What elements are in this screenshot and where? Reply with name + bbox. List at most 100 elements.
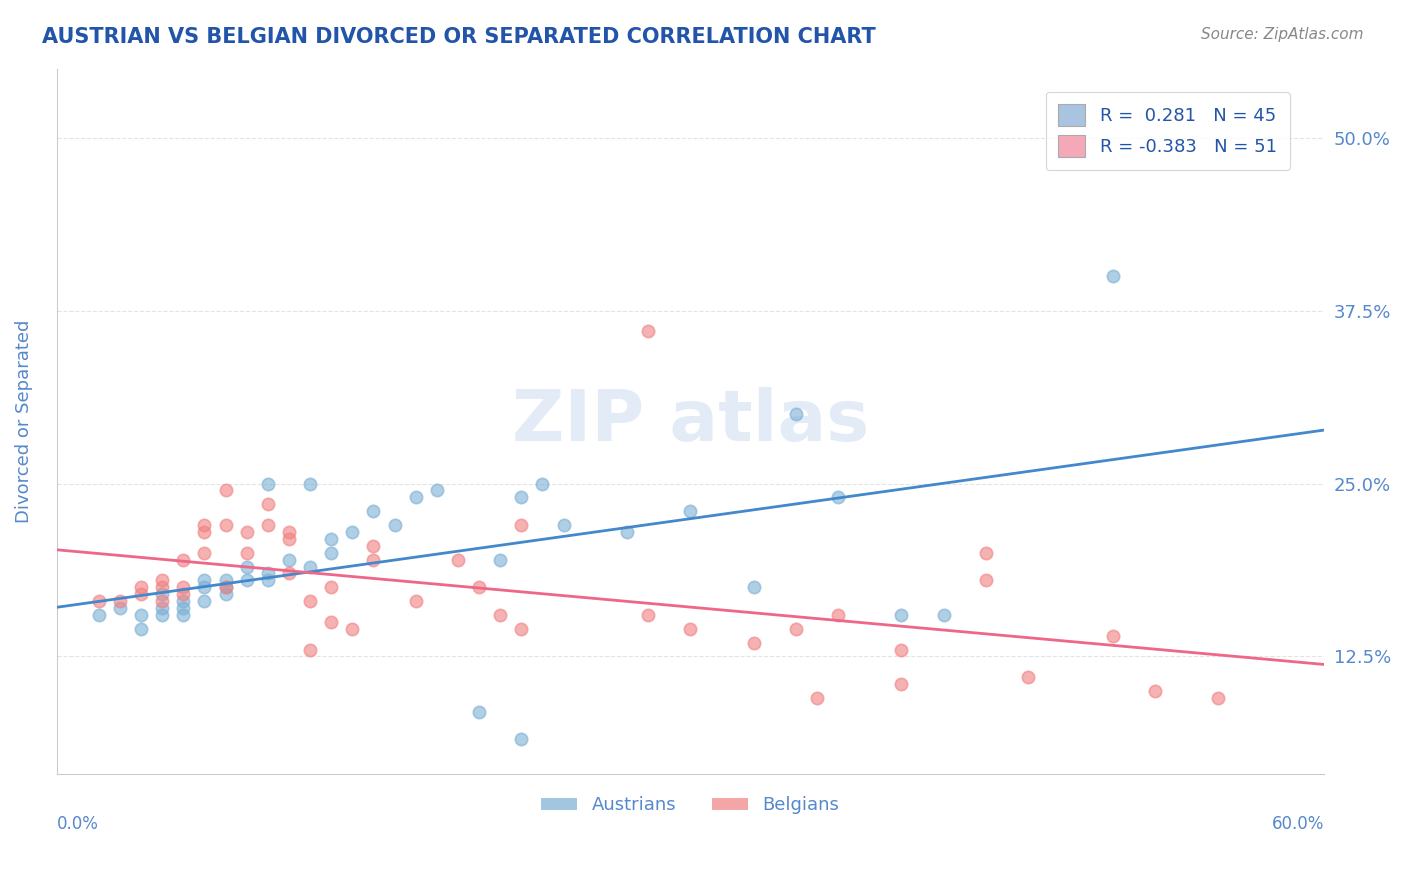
Point <box>510 622 533 636</box>
Point <box>150 594 173 608</box>
Text: AUSTRIAN VS BELGIAN DIVORCED OR SEPARATED CORRELATION CHART: AUSTRIAN VS BELGIAN DIVORCED OR SEPARATE… <box>42 27 876 46</box>
Point <box>553 518 575 533</box>
Point <box>489 607 512 622</box>
Point <box>342 524 364 539</box>
Point <box>616 524 638 539</box>
Point <box>363 504 385 518</box>
Point <box>193 574 215 588</box>
Text: 0.0%: 0.0% <box>56 815 98 833</box>
Point <box>193 594 215 608</box>
Point <box>172 601 194 615</box>
Point <box>87 594 110 608</box>
Point <box>235 546 257 560</box>
Point <box>214 574 236 588</box>
Point <box>321 546 343 560</box>
Point <box>150 587 173 601</box>
Point <box>321 615 343 629</box>
Point <box>214 580 236 594</box>
Point <box>214 483 236 498</box>
Point <box>299 594 322 608</box>
Point <box>510 491 533 505</box>
Point <box>150 580 173 594</box>
Point <box>129 587 152 601</box>
Point <box>256 518 278 533</box>
Point <box>108 594 131 608</box>
Point <box>278 566 301 581</box>
Point <box>932 607 955 622</box>
Point <box>256 497 278 511</box>
Point <box>890 677 912 691</box>
Point <box>974 574 997 588</box>
Text: 60.0%: 60.0% <box>1271 815 1324 833</box>
Point <box>150 607 173 622</box>
Point <box>510 518 533 533</box>
Point <box>150 601 173 615</box>
Point <box>531 476 554 491</box>
Point <box>321 532 343 546</box>
Point <box>742 580 765 594</box>
Point <box>172 607 194 622</box>
Point <box>299 476 322 491</box>
Point <box>342 622 364 636</box>
Point <box>1101 268 1123 283</box>
Point <box>679 504 702 518</box>
Point <box>447 552 470 566</box>
Point <box>468 580 491 594</box>
Point <box>1143 684 1166 698</box>
Point <box>193 518 215 533</box>
Point <box>278 524 301 539</box>
Y-axis label: Divorced or Separated: Divorced or Separated <box>15 319 32 523</box>
Point <box>193 580 215 594</box>
Point <box>679 622 702 636</box>
Point <box>405 491 427 505</box>
Point <box>637 324 659 338</box>
Point <box>890 642 912 657</box>
Point <box>890 607 912 622</box>
Point <box>321 580 343 594</box>
Point <box>974 546 997 560</box>
Point <box>510 732 533 747</box>
Point <box>256 574 278 588</box>
Point <box>150 574 173 588</box>
Point <box>363 539 385 553</box>
Point <box>637 607 659 622</box>
Point <box>806 690 828 705</box>
Point <box>1101 629 1123 643</box>
Point <box>742 635 765 649</box>
Text: ZIP atlas: ZIP atlas <box>512 387 869 456</box>
Point <box>1206 690 1229 705</box>
Point <box>827 491 849 505</box>
Point <box>426 483 449 498</box>
Point <box>785 408 807 422</box>
Point <box>214 587 236 601</box>
Point <box>489 552 512 566</box>
Point <box>235 574 257 588</box>
Point <box>299 642 322 657</box>
Point <box>785 622 807 636</box>
Point <box>214 518 236 533</box>
Point <box>193 524 215 539</box>
Point <box>1017 670 1039 684</box>
Point <box>193 546 215 560</box>
Point <box>172 594 194 608</box>
Point <box>468 705 491 719</box>
Point <box>827 607 849 622</box>
Text: Source: ZipAtlas.com: Source: ZipAtlas.com <box>1201 27 1364 42</box>
Legend: R =  0.281   N = 45, R = -0.383   N = 51: R = 0.281 N = 45, R = -0.383 N = 51 <box>1046 92 1289 170</box>
Point <box>214 580 236 594</box>
Point <box>235 559 257 574</box>
Point <box>405 594 427 608</box>
Point <box>129 580 152 594</box>
Point <box>108 601 131 615</box>
Point <box>129 622 152 636</box>
Point <box>172 552 194 566</box>
Point <box>278 552 301 566</box>
Point <box>278 532 301 546</box>
Point <box>363 552 385 566</box>
Point <box>384 518 406 533</box>
Point <box>235 524 257 539</box>
Point <box>129 607 152 622</box>
Point <box>299 559 322 574</box>
Point <box>172 580 194 594</box>
Point <box>87 607 110 622</box>
